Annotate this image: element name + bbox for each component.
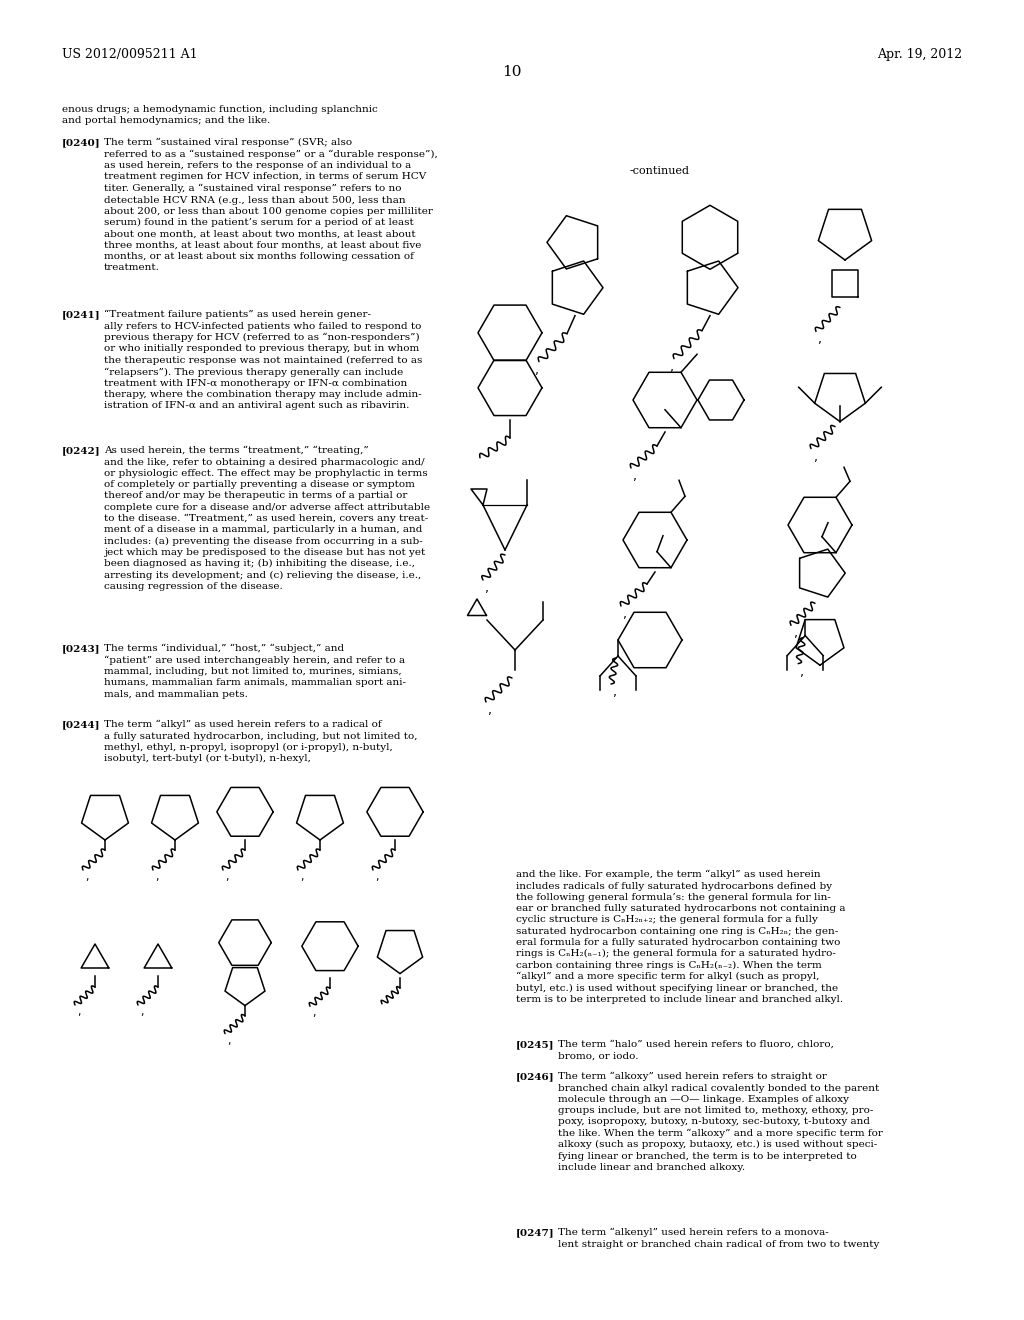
- Text: ,: ,: [155, 873, 159, 882]
- Text: ,: ,: [794, 627, 798, 640]
- Text: ,: ,: [623, 609, 627, 620]
- Text: ,: ,: [77, 1007, 81, 1016]
- Text: ,: ,: [227, 1036, 230, 1045]
- Text: ,: ,: [312, 1008, 315, 1018]
- Text: The terms “individual,” “host,” “subject,” and
“patient” are used interchangeabl: The terms “individual,” “host,” “subject…: [104, 644, 406, 698]
- Text: [0241]: [0241]: [62, 310, 100, 319]
- Text: ,: ,: [140, 1007, 143, 1016]
- Text: 10: 10: [502, 65, 522, 79]
- Text: ,: ,: [818, 334, 822, 346]
- Text: As used herein, the terms “treatment,” “treating,”
and the like, refer to obtain: As used herein, the terms “treatment,” “…: [104, 446, 430, 591]
- Text: ,: ,: [85, 873, 88, 882]
- Text: The term “alkoxy” used herein refers to straight or
branched chain alkyl radical: The term “alkoxy” used herein refers to …: [558, 1072, 883, 1172]
- Text: [0242]: [0242]: [62, 446, 100, 455]
- Text: [0240]: [0240]: [62, 139, 100, 147]
- Text: The term “alkyl” as used herein refers to a radical of
a fully saturated hydroca: The term “alkyl” as used herein refers t…: [104, 719, 418, 763]
- Text: [0243]: [0243]: [62, 644, 100, 653]
- Text: [0245]: [0245]: [516, 1040, 555, 1049]
- Text: [0246]: [0246]: [516, 1072, 555, 1081]
- Text: and the like. For example, the term “alkyl” as used herein
includes radicals of : and the like. For example, the term “alk…: [516, 870, 846, 1005]
- Text: ,: ,: [300, 873, 303, 882]
- Text: ,: ,: [375, 873, 379, 882]
- Text: Apr. 19, 2012: Apr. 19, 2012: [877, 48, 962, 61]
- Text: [0244]: [0244]: [62, 719, 100, 729]
- Text: “Treatment failure patients” as used herein gener-
ally refers to HCV-infected p: “Treatment failure patients” as used her…: [104, 310, 422, 411]
- Text: The term “sustained viral response” (SVR; also
referred to as a “sustained respo: The term “sustained viral response” (SVR…: [104, 139, 437, 272]
- Text: ,: ,: [670, 360, 674, 374]
- Text: ,: ,: [633, 470, 637, 483]
- Text: ,: ,: [488, 704, 492, 717]
- Text: The term “halo” used herein refers to fluoro, chloro,
bromo, or iodo.: The term “halo” used herein refers to fl…: [558, 1040, 834, 1060]
- Text: ,: ,: [485, 582, 489, 595]
- Text: US 2012/0095211 A1: US 2012/0095211 A1: [62, 48, 198, 61]
- Text: ,: ,: [225, 873, 228, 882]
- Text: ,: ,: [800, 665, 804, 678]
- Text: enous drugs; a hemodynamic function, including splanchnic
and portal hemodynamic: enous drugs; a hemodynamic function, inc…: [62, 106, 378, 125]
- Text: ,: ,: [814, 450, 818, 463]
- Text: [0247]: [0247]: [516, 1228, 555, 1237]
- Text: The term “alkenyl” used herein refers to a monova-
lent straight or branched cha: The term “alkenyl” used herein refers to…: [558, 1228, 880, 1249]
- Text: ,: ,: [535, 363, 539, 376]
- Text: -continued: -continued: [630, 166, 690, 176]
- Text: ,: ,: [613, 686, 617, 700]
